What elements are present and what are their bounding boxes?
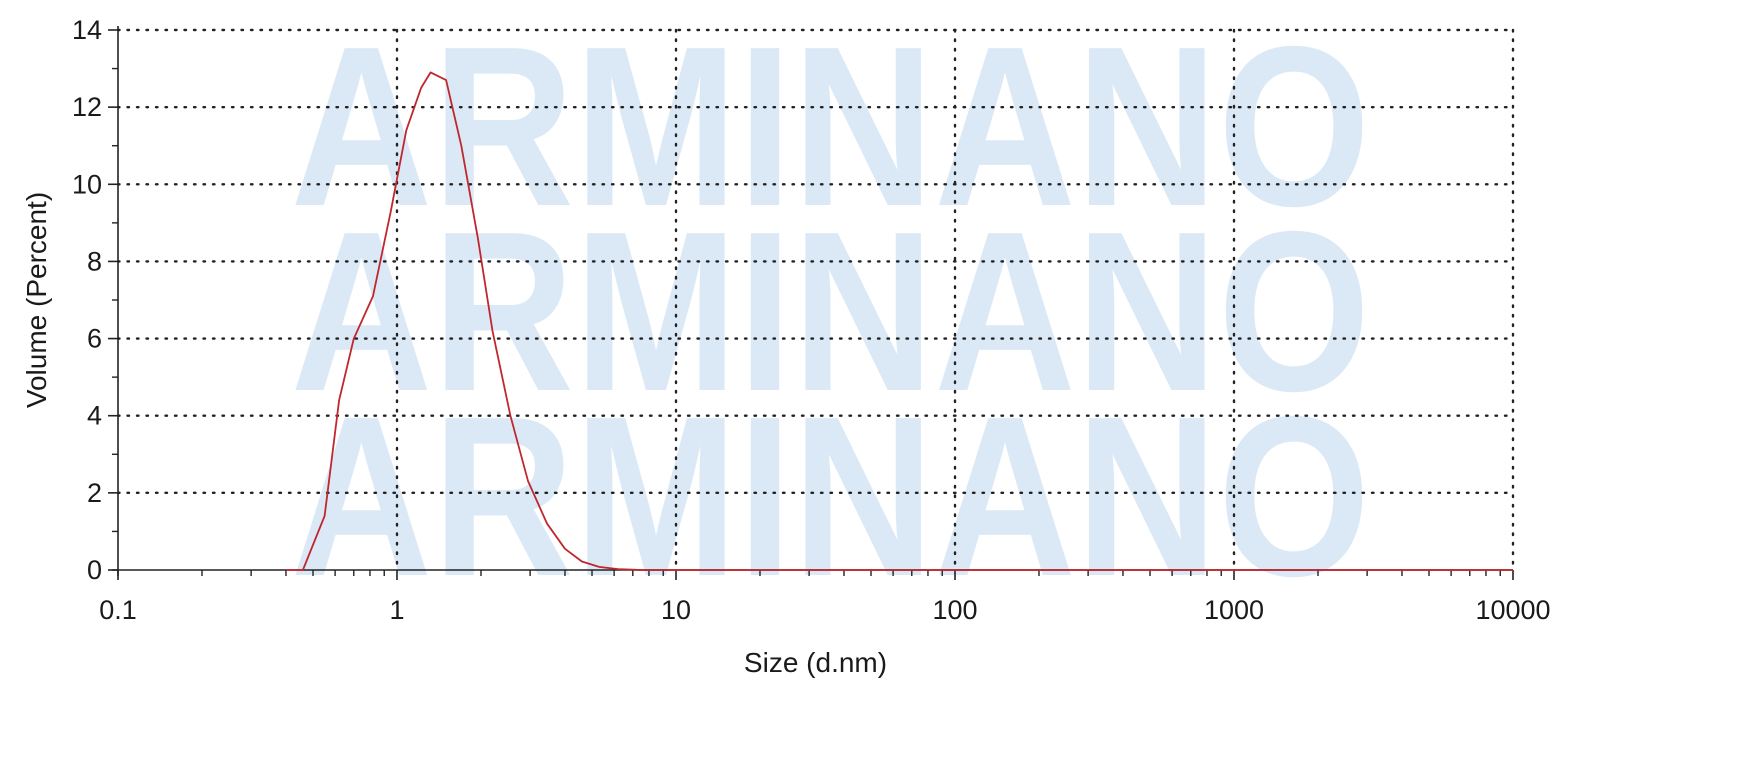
y-axis-title: Volume (Percent) <box>21 192 52 408</box>
x-tick-label: 1000 <box>1204 595 1264 625</box>
watermark-text: ARMINANO <box>291 370 1371 624</box>
y-tick-label: 4 <box>87 401 102 431</box>
watermark-text: ARMINANO <box>291 0 1371 254</box>
series-layer <box>286 71 1513 571</box>
x-axis-title: Size (d.nm) <box>744 647 887 678</box>
y-tick-label: 14 <box>72 15 102 45</box>
x-tick-label: 0.1 <box>99 595 137 625</box>
x-tick-label: 10000 <box>1475 595 1550 625</box>
watermark-text: ARMINANO <box>291 185 1371 439</box>
y-tick-label: 0 <box>87 555 102 585</box>
axes: 0 2 4 6 8 10 12 14 0.1 1 10 100 1000 10000 <box>72 15 1551 625</box>
x-tick-label: 1 <box>389 595 404 625</box>
series-line <box>286 71 1513 571</box>
y-tick-label: 6 <box>87 324 102 354</box>
y-tick-label: 2 <box>87 478 102 508</box>
y-tick-label: 10 <box>72 169 102 199</box>
x-tick-label: 10 <box>661 595 691 625</box>
y-tick-label: 12 <box>72 92 102 122</box>
y-tick-label: 8 <box>87 246 102 276</box>
x-tick-label: 100 <box>932 595 977 625</box>
